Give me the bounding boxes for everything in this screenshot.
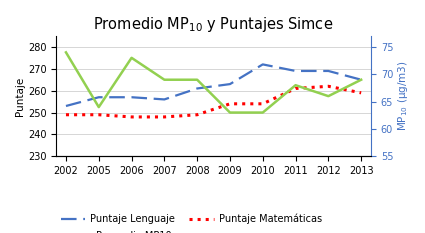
Puntaje Matemáticas	[293, 87, 298, 90]
Puntaje Lenguaje	[96, 96, 101, 99]
Promedio MP10	[293, 84, 298, 87]
Puntaje Lenguaje	[326, 70, 331, 72]
Legend: Puntaje Lenguaje, Puntaje Matemáticas: Puntaje Lenguaje, Puntaje Matemáticas	[57, 210, 326, 228]
Promedio MP10	[359, 78, 364, 81]
Promedio MP10	[195, 78, 200, 81]
Promedio MP10	[129, 56, 134, 59]
Promedio MP10	[162, 78, 167, 81]
Puntaje Lenguaje	[260, 63, 265, 66]
Puntaje Matemáticas	[359, 92, 364, 94]
Line: Puntaje Matemáticas: Puntaje Matemáticas	[66, 86, 361, 117]
Promedio MP10	[63, 51, 68, 54]
Puntaje Matemáticas	[326, 85, 331, 88]
Title: Promedio MP$_{10}$ y Puntajes Simce: Promedio MP$_{10}$ y Puntajes Simce	[94, 15, 334, 34]
Puntaje Matemáticas	[129, 116, 134, 118]
Puntaje Matemáticas	[260, 103, 265, 105]
Puntaje Lenguaje	[162, 98, 167, 101]
Puntaje Lenguaje	[63, 105, 68, 107]
Puntaje Matemáticas	[162, 116, 167, 118]
Promedio MP10	[260, 111, 265, 114]
Puntaje Lenguaje	[359, 78, 364, 81]
Promedio MP10	[227, 111, 232, 114]
Puntaje Lenguaje	[195, 87, 200, 90]
Line: Puntaje Lenguaje: Puntaje Lenguaje	[66, 64, 361, 106]
Promedio MP10	[96, 106, 101, 109]
Puntaje Matemáticas	[96, 113, 101, 116]
Puntaje Matemáticas	[195, 113, 200, 116]
Puntaje Matemáticas	[227, 103, 232, 105]
Line: Promedio MP10: Promedio MP10	[66, 52, 361, 113]
Puntaje Lenguaje	[129, 96, 134, 99]
Puntaje Lenguaje	[293, 70, 298, 72]
Legend: Promedio MP10: Promedio MP10	[63, 227, 175, 233]
Y-axis label: Puntaje: Puntaje	[15, 76, 25, 116]
Puntaje Lenguaje	[227, 83, 232, 86]
Y-axis label: MP$_{10}$ (μg/m3): MP$_{10}$ (μg/m3)	[396, 61, 410, 131]
Puntaje Matemáticas	[63, 113, 68, 116]
Promedio MP10	[326, 95, 331, 98]
